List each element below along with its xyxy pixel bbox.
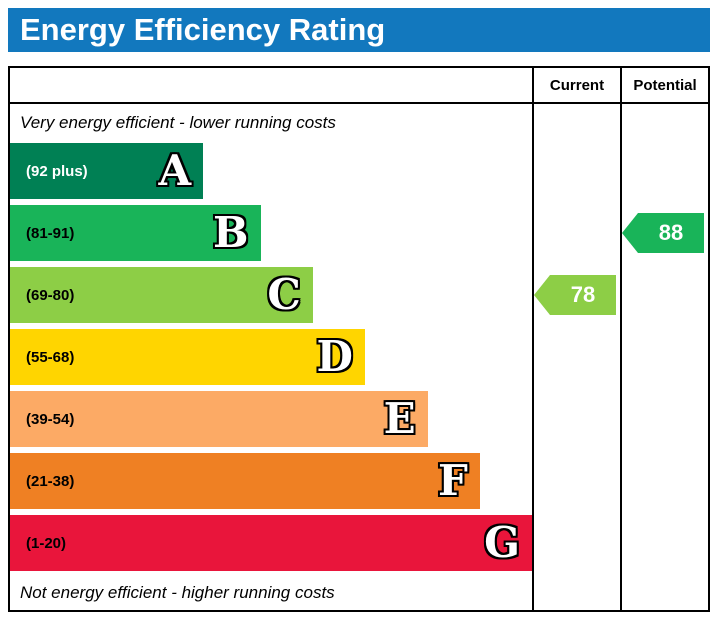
arrow-point-icon [534, 275, 550, 315]
bands-area: Very energy efficient - lower running co… [10, 104, 532, 610]
band-row-a: (92 plus) A [10, 140, 532, 202]
band-range: (92 plus) [26, 162, 88, 180]
band-range: (21-38) [26, 472, 75, 490]
caption-bottom: Not energy efficient - higher running co… [20, 583, 335, 602]
potential-rating-value: 88 [638, 213, 704, 253]
band-letter: C [267, 270, 301, 319]
band-letter: A [158, 146, 192, 195]
caption-top: Very energy efficient - lower running co… [20, 113, 336, 132]
band-row-f: (21-38) F [10, 450, 532, 512]
page-title-bar: Energy Efficiency Rating [8, 8, 710, 52]
current-column-header: Current [532, 68, 620, 102]
page-title: Energy Efficiency Rating [20, 12, 386, 47]
band-row-d: (55-68) D [10, 326, 532, 388]
band-range: (55-68) [26, 348, 75, 366]
header-spacer [10, 68, 532, 102]
band-a-bar: (92 plus) A [10, 143, 204, 199]
band-f-bar: (21-38) F [10, 453, 480, 509]
chart-header-row: Current Potential [10, 68, 708, 104]
band-range: (81-91) [26, 224, 75, 242]
band-letter: D [316, 332, 353, 381]
band-b-bar: (81-91) B [10, 205, 261, 261]
band-row-e: (39-54) E [10, 388, 532, 450]
band-range: (69-80) [26, 286, 75, 304]
band-row-g: (1-20) G [10, 512, 532, 574]
current-rating-value: 78 [550, 275, 616, 315]
band-range: (39-54) [26, 410, 75, 428]
potential-column-header: Potential [620, 68, 708, 102]
chart-body: Very energy efficient - lower running co… [10, 104, 708, 610]
band-letter: G [484, 518, 520, 567]
band-d-bar: (55-68) D [10, 329, 365, 385]
band-letter: E [383, 394, 416, 443]
potential-column: 88 [620, 104, 708, 610]
band-c-bar: (69-80) C [10, 267, 313, 323]
arrow-point-icon [622, 213, 638, 253]
current-rating-arrow: 78 [534, 275, 616, 315]
current-column: 78 [532, 104, 620, 610]
band-letter: B [213, 208, 249, 257]
energy-efficiency-chart: Current Potential Very energy efficient … [8, 66, 710, 612]
potential-rating-arrow: 88 [622, 213, 704, 253]
band-g-bar: (1-20) G [10, 515, 532, 571]
band-row-b: (81-91) B [10, 202, 532, 264]
band-e-bar: (39-54) E [10, 391, 428, 447]
band-letter: F [437, 456, 468, 505]
band-row-c: (69-80) C [10, 264, 532, 326]
band-range: (1-20) [26, 534, 67, 552]
